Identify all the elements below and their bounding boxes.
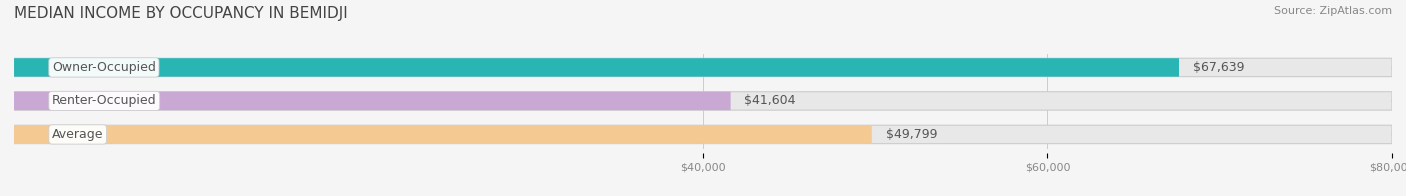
Text: MEDIAN INCOME BY OCCUPANCY IN BEMIDJI: MEDIAN INCOME BY OCCUPANCY IN BEMIDJI: [14, 6, 347, 21]
Text: $67,639: $67,639: [1192, 61, 1244, 74]
FancyBboxPatch shape: [14, 125, 1392, 144]
Text: $41,604: $41,604: [744, 94, 796, 107]
Text: Source: ZipAtlas.com: Source: ZipAtlas.com: [1274, 6, 1392, 16]
Text: Owner-Occupied: Owner-Occupied: [52, 61, 156, 74]
FancyBboxPatch shape: [14, 125, 872, 144]
FancyBboxPatch shape: [14, 58, 1180, 77]
Text: Average: Average: [52, 128, 104, 141]
Text: $49,799: $49,799: [886, 128, 936, 141]
Text: Renter-Occupied: Renter-Occupied: [52, 94, 156, 107]
FancyBboxPatch shape: [14, 92, 731, 110]
FancyBboxPatch shape: [14, 58, 1392, 77]
FancyBboxPatch shape: [14, 92, 1392, 110]
